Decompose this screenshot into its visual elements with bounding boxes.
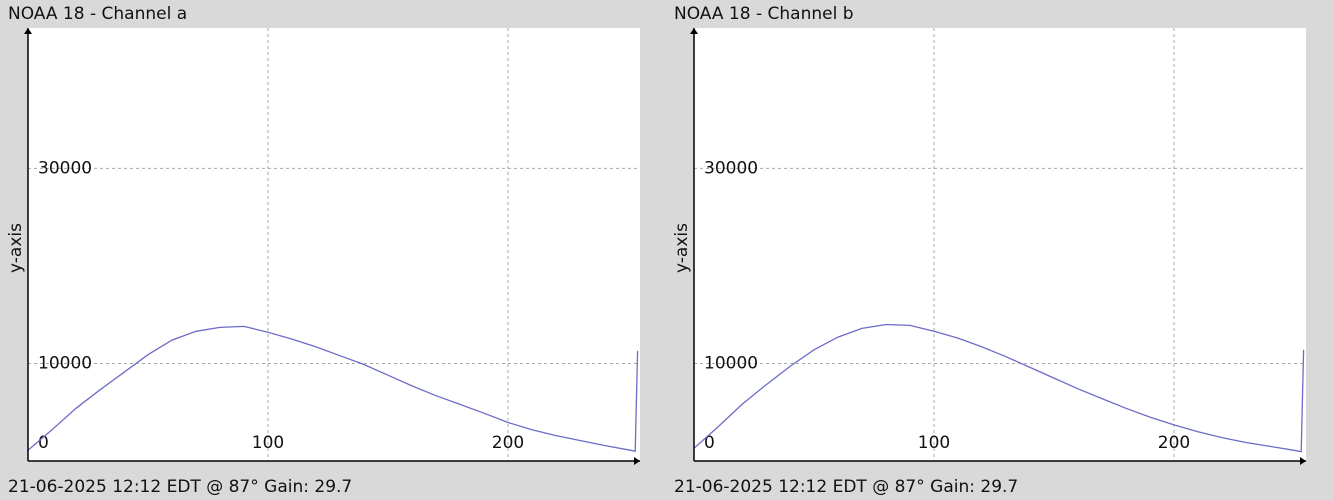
- x-tick-label: 200: [492, 433, 524, 453]
- status-footer: 21-06-2025 12:12 EDT @ 87° Gain: 29.7: [674, 477, 1018, 497]
- y-tick-label: 30000: [38, 158, 92, 178]
- x-axis-arrow: [1300, 457, 1306, 465]
- data-line: [27, 325, 639, 452]
- chart-title: NOAA 18 - Channel a: [8, 4, 187, 24]
- x-tick-label: 100: [252, 433, 284, 453]
- y-axis-label: y-axis: [672, 223, 692, 273]
- y-tick-label: 0: [704, 433, 715, 453]
- x-tick-label: 100: [918, 433, 950, 453]
- y-tick-label: 10000: [704, 353, 758, 373]
- chart-title: NOAA 18 - Channel b: [674, 4, 854, 24]
- x-tick-label: 200: [1158, 433, 1190, 453]
- plot-area: [694, 28, 1306, 461]
- data-line: [693, 323, 1305, 453]
- y-axis-arrow: [690, 28, 698, 34]
- status-footer: 21-06-2025 12:12 EDT @ 87° Gain: 29.7: [8, 477, 352, 497]
- plot-area: [28, 28, 640, 461]
- y-tick-label: 10000: [38, 353, 92, 373]
- y-axis-label: y-axis: [6, 223, 26, 273]
- y-tick-label: 30000: [704, 158, 758, 178]
- x-axis-arrow: [634, 457, 640, 465]
- y-tick-label: 0: [38, 433, 49, 453]
- y-axis-arrow: [24, 28, 32, 34]
